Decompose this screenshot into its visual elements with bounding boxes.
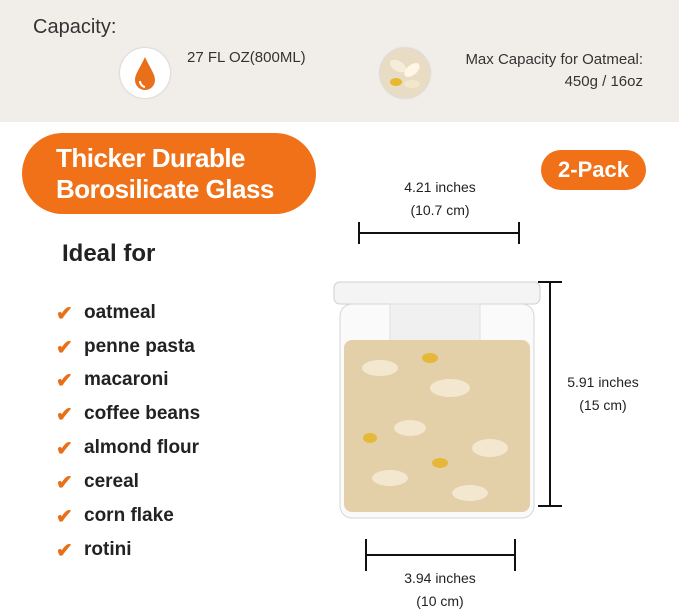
check-icon: ✔ <box>56 403 73 426</box>
check-icon: ✔ <box>56 505 73 528</box>
dimension-tick <box>358 222 360 244</box>
check-icon: ✔ <box>56 437 73 460</box>
list-item-label: rotini <box>84 539 132 560</box>
ideal-for-title: Ideal for <box>62 240 156 267</box>
oatmeal-capacity-text: Max Capacity for Oatmeal: 450g / 16oz <box>465 49 643 93</box>
check-icon: ✔ <box>56 302 73 325</box>
material-badge: Thicker Durable Borosilicate Glass <box>22 133 316 214</box>
list-item-label: cereal <box>84 471 139 492</box>
list-item: ✔ almond flour <box>56 433 199 463</box>
list-item-label: oatmeal <box>84 302 156 323</box>
pack-badge: 2-Pack <box>541 150 646 190</box>
list-item-label: almond flour <box>84 437 200 458</box>
top-dimension-line <box>358 232 520 234</box>
dimension-tick <box>365 539 367 571</box>
check-icon: ✔ <box>56 539 73 562</box>
oatmeal-capacity-value: 450g / 16oz <box>564 73 643 90</box>
top-diameter-label: 4.21 inches (10.7 cm) <box>370 176 510 222</box>
list-item: ✔ oatmeal <box>56 298 156 328</box>
dimension-tick <box>538 505 562 507</box>
check-icon: ✔ <box>56 369 73 392</box>
capacity-label: Capacity: <box>33 16 117 38</box>
material-badge-line1: Thicker Durable <box>56 142 246 173</box>
bottom-diameter-inches: 3.94 inches <box>404 570 476 586</box>
oatmeal-capacity-label: Max Capacity for Oatmeal: <box>465 51 643 68</box>
list-item: ✔ coffee beans <box>56 399 200 429</box>
capacity-band <box>0 0 679 122</box>
list-item-label: coffee beans <box>84 403 201 424</box>
height-cm: (15 cm) <box>579 397 627 413</box>
dimension-tick <box>514 539 516 571</box>
material-badge-line2: Borosilicate Glass <box>56 173 274 204</box>
oatmeal-image <box>380 48 430 98</box>
volume-text: 27 FL OZ(800ML) <box>187 49 306 66</box>
dimension-tick <box>538 281 562 283</box>
list-item-label: corn flake <box>84 505 174 526</box>
height-dimension-line <box>549 281 551 507</box>
check-icon: ✔ <box>56 471 73 494</box>
height-label: 5.91 inches (15 cm) <box>553 371 653 417</box>
list-item: ✔ cereal <box>56 467 139 497</box>
water-drop-icon <box>120 48 170 98</box>
list-item-label: macaroni <box>84 369 169 390</box>
list-item-label: penne pasta <box>84 336 195 357</box>
dimension-tick <box>518 222 520 244</box>
bottom-dimension-line <box>365 554 516 556</box>
glass-jar-image <box>333 281 541 519</box>
bottom-diameter-label: 3.94 inches (10 cm) <box>370 567 510 613</box>
height-inches: 5.91 inches <box>567 374 639 390</box>
top-diameter-inches: 4.21 inches <box>404 179 476 195</box>
list-item: ✔ penne pasta <box>56 332 195 362</box>
list-item: ✔ macaroni <box>56 365 168 395</box>
top-diameter-cm: (10.7 cm) <box>410 202 470 218</box>
bottom-diameter-cm: (10 cm) <box>416 593 464 609</box>
list-item: ✔ rotini <box>56 535 132 565</box>
list-item: ✔ corn flake <box>56 501 174 531</box>
check-icon: ✔ <box>56 336 73 359</box>
